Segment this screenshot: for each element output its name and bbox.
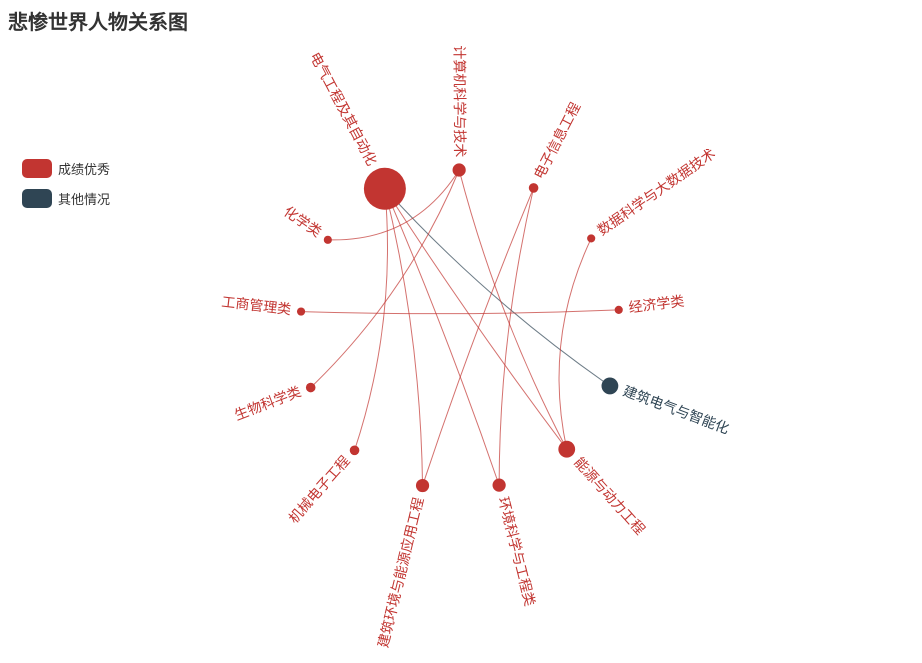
legend: 成绩优秀 其他情况 (22, 158, 110, 218)
graph-node-label-group: 经济学类 (628, 294, 686, 317)
graph-node-label-group: 工商管理类 (221, 294, 292, 318)
graph-node-label: 建筑电气与智能化 (621, 383, 732, 437)
graph-node-label: 电子信息工程 (531, 100, 585, 182)
graph-edge (310, 169, 460, 388)
graph-node[interactable] (452, 163, 466, 177)
graph-node-label-group: 数据科学与大数据技术 (595, 146, 719, 239)
graph-edge (458, 169, 568, 450)
graph-node-label-group: 化学类 (280, 204, 324, 241)
graph-node-label-group: 环境科学与工程类 (494, 495, 537, 608)
graph-node-label: 生物科学类 (232, 384, 303, 424)
graph-edge (301, 309, 619, 315)
graph-node[interactable] (363, 167, 406, 210)
graph-node-label-group: 电子信息工程 (531, 100, 585, 182)
legend-swatch-excellent (22, 158, 52, 178)
graph-edge (384, 188, 568, 450)
legend-label-other: 其他情况 (58, 192, 111, 208)
graph-edge (384, 188, 500, 486)
graph-node[interactable] (415, 478, 430, 493)
legend-swatch-other (22, 188, 52, 208)
graph-node[interactable] (614, 305, 623, 314)
graph-node-label: 建筑环境与能源应用工程 (375, 496, 428, 650)
graph-node-label: 环境科学与工程类 (494, 495, 537, 608)
graph-edge (422, 187, 535, 486)
graph-node-label-group: 机械电子工程 (286, 453, 353, 527)
graph-edge (354, 188, 388, 451)
graph-node-label-group: 能源与动力工程 (570, 455, 647, 539)
graph-node-label-group: 建筑环境与能源应用工程 (375, 496, 428, 650)
graph-node-label: 经济学类 (628, 294, 686, 317)
graph-node-label-group: 计算机科学与技术 (450, 45, 467, 157)
graph-node-label: 化学类 (280, 204, 324, 241)
page-title: 悲惨世界人物关系图 (8, 10, 188, 34)
graph-node-label-group: 生物科学类 (232, 384, 303, 424)
legend-item-excellent[interactable]: 成绩优秀 (22, 158, 110, 178)
graph-node[interactable] (492, 478, 506, 492)
graph-node-label: 工商管理类 (221, 294, 292, 318)
graph-edge (498, 187, 535, 486)
graph-node-label: 数据科学与大数据技术 (595, 146, 719, 239)
graph-node[interactable] (528, 183, 539, 193)
graph-edge (384, 188, 424, 486)
graph-node-label-group: 建筑电气与智能化 (621, 383, 732, 437)
graph-node[interactable] (305, 382, 316, 393)
graph-node-label: 能源与动力工程 (570, 455, 647, 539)
graph-node-label-group: 电气工程及其自动化 (306, 50, 379, 169)
graph-node[interactable] (296, 307, 306, 316)
graph-nodes: 电气工程及其自动化 计算机科学与技术 电子信息工程数据科学与大数据技术经济学类建筑电… (221, 45, 732, 649)
graph-edge (384, 188, 611, 387)
graph-node-label: 电气工程及其自动化 (306, 50, 379, 169)
graph-node[interactable] (601, 377, 619, 395)
graph-node[interactable] (349, 445, 360, 456)
graph-edge (558, 238, 592, 450)
graph-node-label: 计算机科学与技术 (450, 45, 467, 157)
graph-edges (301, 169, 619, 486)
legend-label-excellent: 成绩优秀 (58, 162, 111, 178)
graph-node-label: 机械电子工程 (286, 453, 353, 527)
graph-node[interactable] (323, 235, 332, 244)
graph-node[interactable] (587, 234, 596, 243)
legend-item-other[interactable]: 其他情况 (22, 188, 110, 208)
graph-edge (327, 169, 460, 241)
graph-node[interactable] (558, 440, 576, 458)
